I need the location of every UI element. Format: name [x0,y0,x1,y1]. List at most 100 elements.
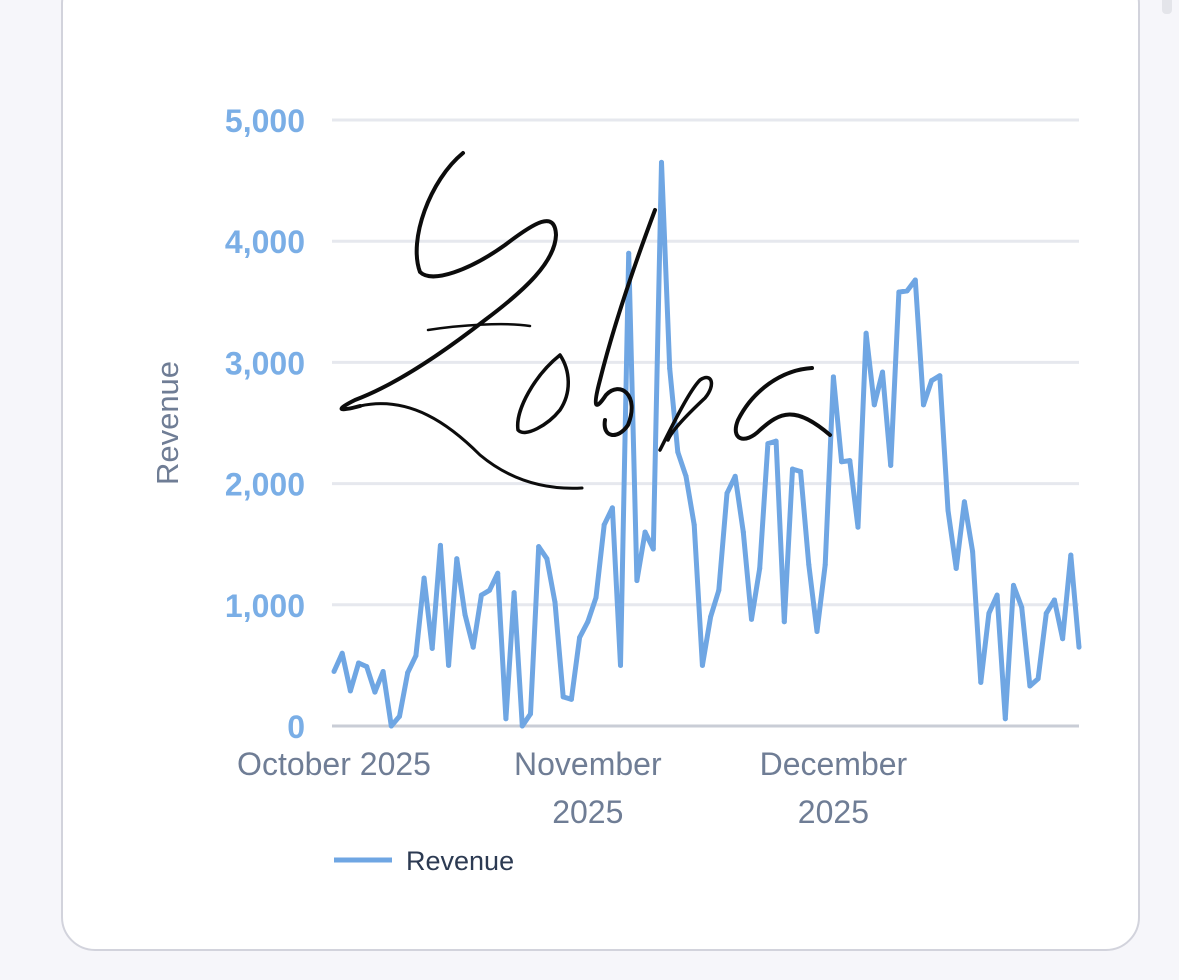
legend-label: Revenue [406,846,514,876]
data-point [716,587,722,593]
data-point [904,288,910,294]
x-tick-label: November 2025 [514,746,662,830]
data-point [1068,552,1074,558]
data-point [814,628,820,634]
data-point [920,402,926,408]
data-point [536,544,542,550]
data-point [765,441,771,447]
data-point [388,723,394,729]
data-point [478,592,484,598]
series-line-revenue [331,159,1082,729]
data-point [339,650,345,656]
data-point [470,644,476,650]
data-point [527,711,533,717]
x-tick-label: December 2025 [760,746,908,830]
data-point [658,159,664,165]
data-point [912,277,918,283]
data-point [544,556,550,562]
data-point [552,599,558,605]
data-point [413,653,419,659]
data-point [487,587,493,593]
data-point [511,590,517,596]
data-point [1011,582,1017,588]
y-tick-label: 0 [287,709,305,745]
scroll-indicator [1162,0,1172,14]
signature-watermark [339,151,832,490]
data-point [667,365,673,371]
data-point [724,490,730,496]
x-tick-label: October 2025 [237,746,431,782]
grid-lines [332,118,1079,728]
chart-card [61,0,1140,951]
data-point [675,449,681,455]
data-point [396,713,402,719]
data-point [454,556,460,562]
data-point [953,565,959,571]
data-point [961,499,967,505]
data-point [1076,644,1082,650]
y-tick-label: 3,000 [225,345,305,381]
data-point [560,694,566,700]
data-point [994,592,1000,598]
data-point [798,468,804,474]
y-tick-label: 1,000 [225,588,305,624]
data-point [1027,683,1033,689]
data-point [577,635,583,641]
data-point [437,542,443,548]
data-point [1051,597,1057,603]
data-point [683,473,689,479]
data-point [880,369,886,375]
data-point [1002,716,1008,722]
data-point [421,575,427,581]
data-point [757,565,763,571]
data-point [618,662,624,668]
data-point [888,462,894,468]
data-point [839,459,845,465]
data-point [781,619,787,625]
data-point [1060,636,1066,642]
data-point [568,696,574,702]
data-point [446,662,452,668]
data-point [749,616,755,622]
data-point [331,668,337,674]
data-point [789,466,795,472]
data-point [691,522,697,528]
x-axis-ticks: October 2025 November 2025 December 2025 [237,746,907,830]
data-point [945,507,951,513]
data-point [650,546,656,552]
data-point [732,473,738,479]
data-point [978,679,984,685]
legend: Revenue [334,846,514,876]
data-point [503,716,509,722]
y-axis-label: Revenue [150,361,185,485]
data-point [773,438,779,444]
data-point [405,670,411,676]
data-point [372,689,378,695]
data-point [429,645,435,651]
data-point [806,562,812,568]
data-point [642,529,648,535]
data-point [1035,676,1041,682]
data-point [585,619,591,625]
data-point [847,458,853,464]
data-point [740,529,746,535]
data-point [356,660,362,666]
series-layer [331,159,1082,729]
data-point [855,524,861,530]
data-point [347,688,353,694]
data-point [462,611,468,617]
data-point [380,668,386,674]
y-axis-ticks: 0 1,000 2,000 3,000 4,000 5,000 [225,103,305,745]
data-point [863,330,869,336]
data-point [601,522,607,528]
data-point [609,505,615,511]
data-point [937,373,943,379]
data-point [519,723,525,729]
data-point [495,570,501,576]
data-point [699,662,705,668]
data-point [1043,610,1049,616]
data-point [364,664,370,670]
y-tick-label: 5,000 [225,103,305,139]
data-point [626,250,632,256]
